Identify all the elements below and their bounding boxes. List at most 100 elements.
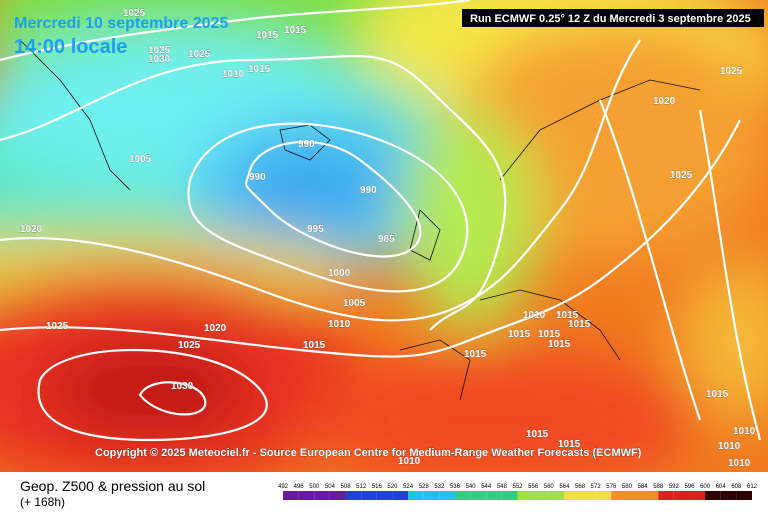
scale-label: 512	[356, 484, 367, 490]
isobar-label: 1015	[464, 349, 487, 360]
isobar-label: 1015	[568, 319, 591, 330]
scale-swatch	[595, 491, 612, 500]
isobar-label: 1015	[284, 25, 307, 36]
copyright: Copyright © 2025 Meteociel.fr - Source E…	[95, 447, 642, 459]
scale-label: 500	[309, 484, 320, 490]
scale-swatch	[548, 491, 565, 500]
scale-label: 552	[512, 484, 523, 490]
field	[0, 0, 768, 472]
isobar-label: 1025	[188, 49, 211, 60]
scale-label: 568	[575, 484, 586, 490]
scale-label: 580	[622, 484, 633, 490]
scale-swatch	[423, 491, 440, 500]
isobar-label: 1015	[558, 439, 581, 450]
scale-label: 604	[716, 484, 727, 490]
scale-swatch	[298, 491, 315, 500]
legend-lead: (+ 168h)	[20, 495, 65, 509]
isobar-label: 1020	[20, 224, 43, 235]
isobar-label: 995	[307, 224, 324, 235]
scale-label: 576	[606, 484, 617, 490]
scale-swatch	[705, 491, 721, 500]
isobar-label: 1015	[508, 329, 531, 340]
scale-label: 592	[669, 484, 680, 490]
scale-label: 556	[528, 484, 539, 490]
scale-label: 588	[653, 484, 664, 490]
isobar-label: 1025	[148, 45, 171, 56]
isobar-label: 1015	[548, 339, 571, 350]
isobar-label: 1010	[733, 426, 756, 437]
isobar-label: 1025	[670, 170, 693, 181]
scale-swatch	[673, 491, 690, 500]
isobar-label: 1020	[204, 323, 227, 334]
scale-label: 532	[434, 484, 445, 490]
scale-swatch	[626, 491, 643, 500]
scale-label: 596	[684, 484, 695, 490]
scale-swatch	[533, 491, 549, 500]
scale-label: 560	[544, 484, 555, 490]
scale-swatch	[283, 491, 299, 500]
scale-label: 584	[638, 484, 649, 490]
scale-label: 528	[419, 484, 430, 490]
isobar-label: 1025	[123, 8, 146, 19]
scale-label: 516	[372, 484, 383, 490]
scale-swatch	[345, 491, 362, 500]
scale-swatch	[501, 491, 518, 500]
isobar-label: 1005	[343, 298, 366, 309]
isobar-label: 1000	[328, 268, 351, 279]
scale-label: 504	[325, 484, 336, 490]
isobar-label: 1030	[171, 381, 194, 392]
scale-swatch	[658, 491, 674, 500]
isobar-label: 990	[298, 139, 315, 150]
scale-swatch	[720, 491, 737, 500]
forecast-date: Mercredi 10 septembre 2025	[14, 15, 228, 32]
isobar-label: 1015	[538, 329, 561, 340]
isobar-label: 1010	[328, 319, 351, 330]
scale-label: 508	[341, 484, 352, 490]
isobar-label: 1015	[303, 340, 326, 351]
scale-swatch	[580, 491, 596, 500]
isobar-label: 1010	[398, 456, 421, 467]
scale-label: 600	[700, 484, 711, 490]
isobar-label: 1015	[556, 310, 579, 321]
isobar-label: 1030	[148, 54, 171, 65]
scale-swatch	[642, 491, 659, 500]
isobar-label: 1010	[718, 441, 741, 452]
run-box	[462, 9, 764, 27]
scale-swatch	[517, 491, 534, 500]
isobar-label: 1025	[720, 66, 743, 77]
scale-label: 540	[466, 484, 477, 490]
scale-label: 572	[591, 484, 602, 490]
legend-title: Geop. Z500 & pression au sol	[20, 478, 205, 494]
isobar-label: 1025	[46, 321, 69, 332]
scale-swatch	[454, 491, 471, 500]
scale-label: 608	[731, 484, 742, 490]
isobar-label: 1010	[222, 69, 245, 80]
isobar-label: 990	[249, 172, 266, 183]
scale-swatch	[611, 491, 627, 500]
scale-swatch	[408, 491, 424, 500]
scale-swatch	[361, 491, 377, 500]
isobar-label: 990	[360, 185, 377, 196]
scale-swatch	[470, 491, 487, 500]
scale-label: 520	[387, 484, 398, 490]
scale-label: 612	[747, 484, 758, 490]
scale-swatch	[486, 491, 502, 500]
isobar-label: 1010	[728, 458, 751, 469]
scale-label: 548	[497, 484, 508, 490]
scale-label: 492	[278, 484, 289, 490]
scale-label: 536	[450, 484, 461, 490]
forecast-time: 14:00 locale	[14, 36, 127, 58]
isobar-label: 1005	[129, 154, 152, 165]
isobar-label: 1010	[523, 310, 546, 321]
scale-swatch	[736, 491, 752, 500]
isobar-label: 1020	[653, 96, 676, 107]
scale-label: 544	[481, 484, 492, 490]
scale-swatch	[439, 491, 455, 500]
scale-swatch	[329, 491, 346, 500]
scale-label: 524	[403, 484, 414, 490]
isobar-label: 985	[378, 234, 395, 245]
isobar-label: 1015	[248, 64, 271, 75]
